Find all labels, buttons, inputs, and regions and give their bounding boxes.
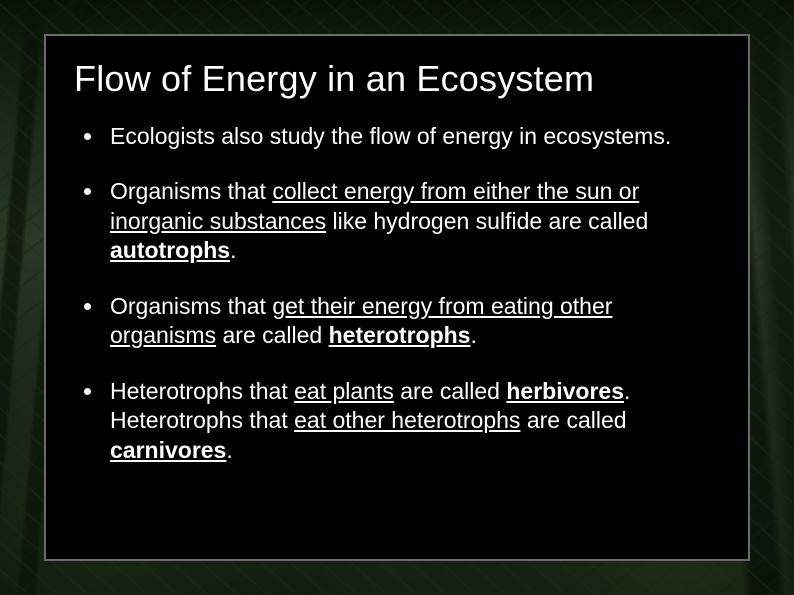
bullet-item: Ecologists also study the flow of energy… <box>80 122 720 151</box>
bullet-text-segment: eat other heterotrophs <box>294 407 520 433</box>
bullet-text-segment: . <box>470 322 476 348</box>
bullet-item: Heterotrophs that eat plants are called … <box>80 377 720 465</box>
bullet-item: Organisms that get their energy from eat… <box>80 292 720 351</box>
bullet-text-segment: herbivores <box>506 378 624 404</box>
bullet-text-segment: eat plants <box>294 378 394 404</box>
bullet-list: Ecologists also study the flow of energy… <box>74 122 720 465</box>
bullet-text-segment: Organisms that <box>110 293 272 319</box>
bullet-text-segment: are called <box>216 322 329 348</box>
slide-title: Flow of Energy in an Ecosystem <box>74 58 720 100</box>
bullet-text-segment: are called <box>394 378 507 404</box>
bullet-text-segment: Ecologists also study the flow of energy… <box>110 123 671 149</box>
bullet-text-segment: are called <box>520 407 626 433</box>
bullet-text-segment: like hydrogen sulfide are called <box>326 208 648 234</box>
bullet-text-segment: carnivores <box>110 437 226 463</box>
slide-panel: Flow of Energy in an Ecosystem Ecologist… <box>44 34 750 561</box>
bullet-text-segment: Organisms that <box>110 178 272 204</box>
bullet-text-segment: heterotrophs <box>329 322 471 348</box>
bullet-item: Organisms that collect energy from eithe… <box>80 177 720 265</box>
bullet-text-segment: autotrophs <box>110 237 230 263</box>
bullet-text-segment: . <box>226 437 232 463</box>
bullet-text-segment: . <box>230 237 236 263</box>
bullet-text-segment: Heterotrophs that <box>110 378 294 404</box>
